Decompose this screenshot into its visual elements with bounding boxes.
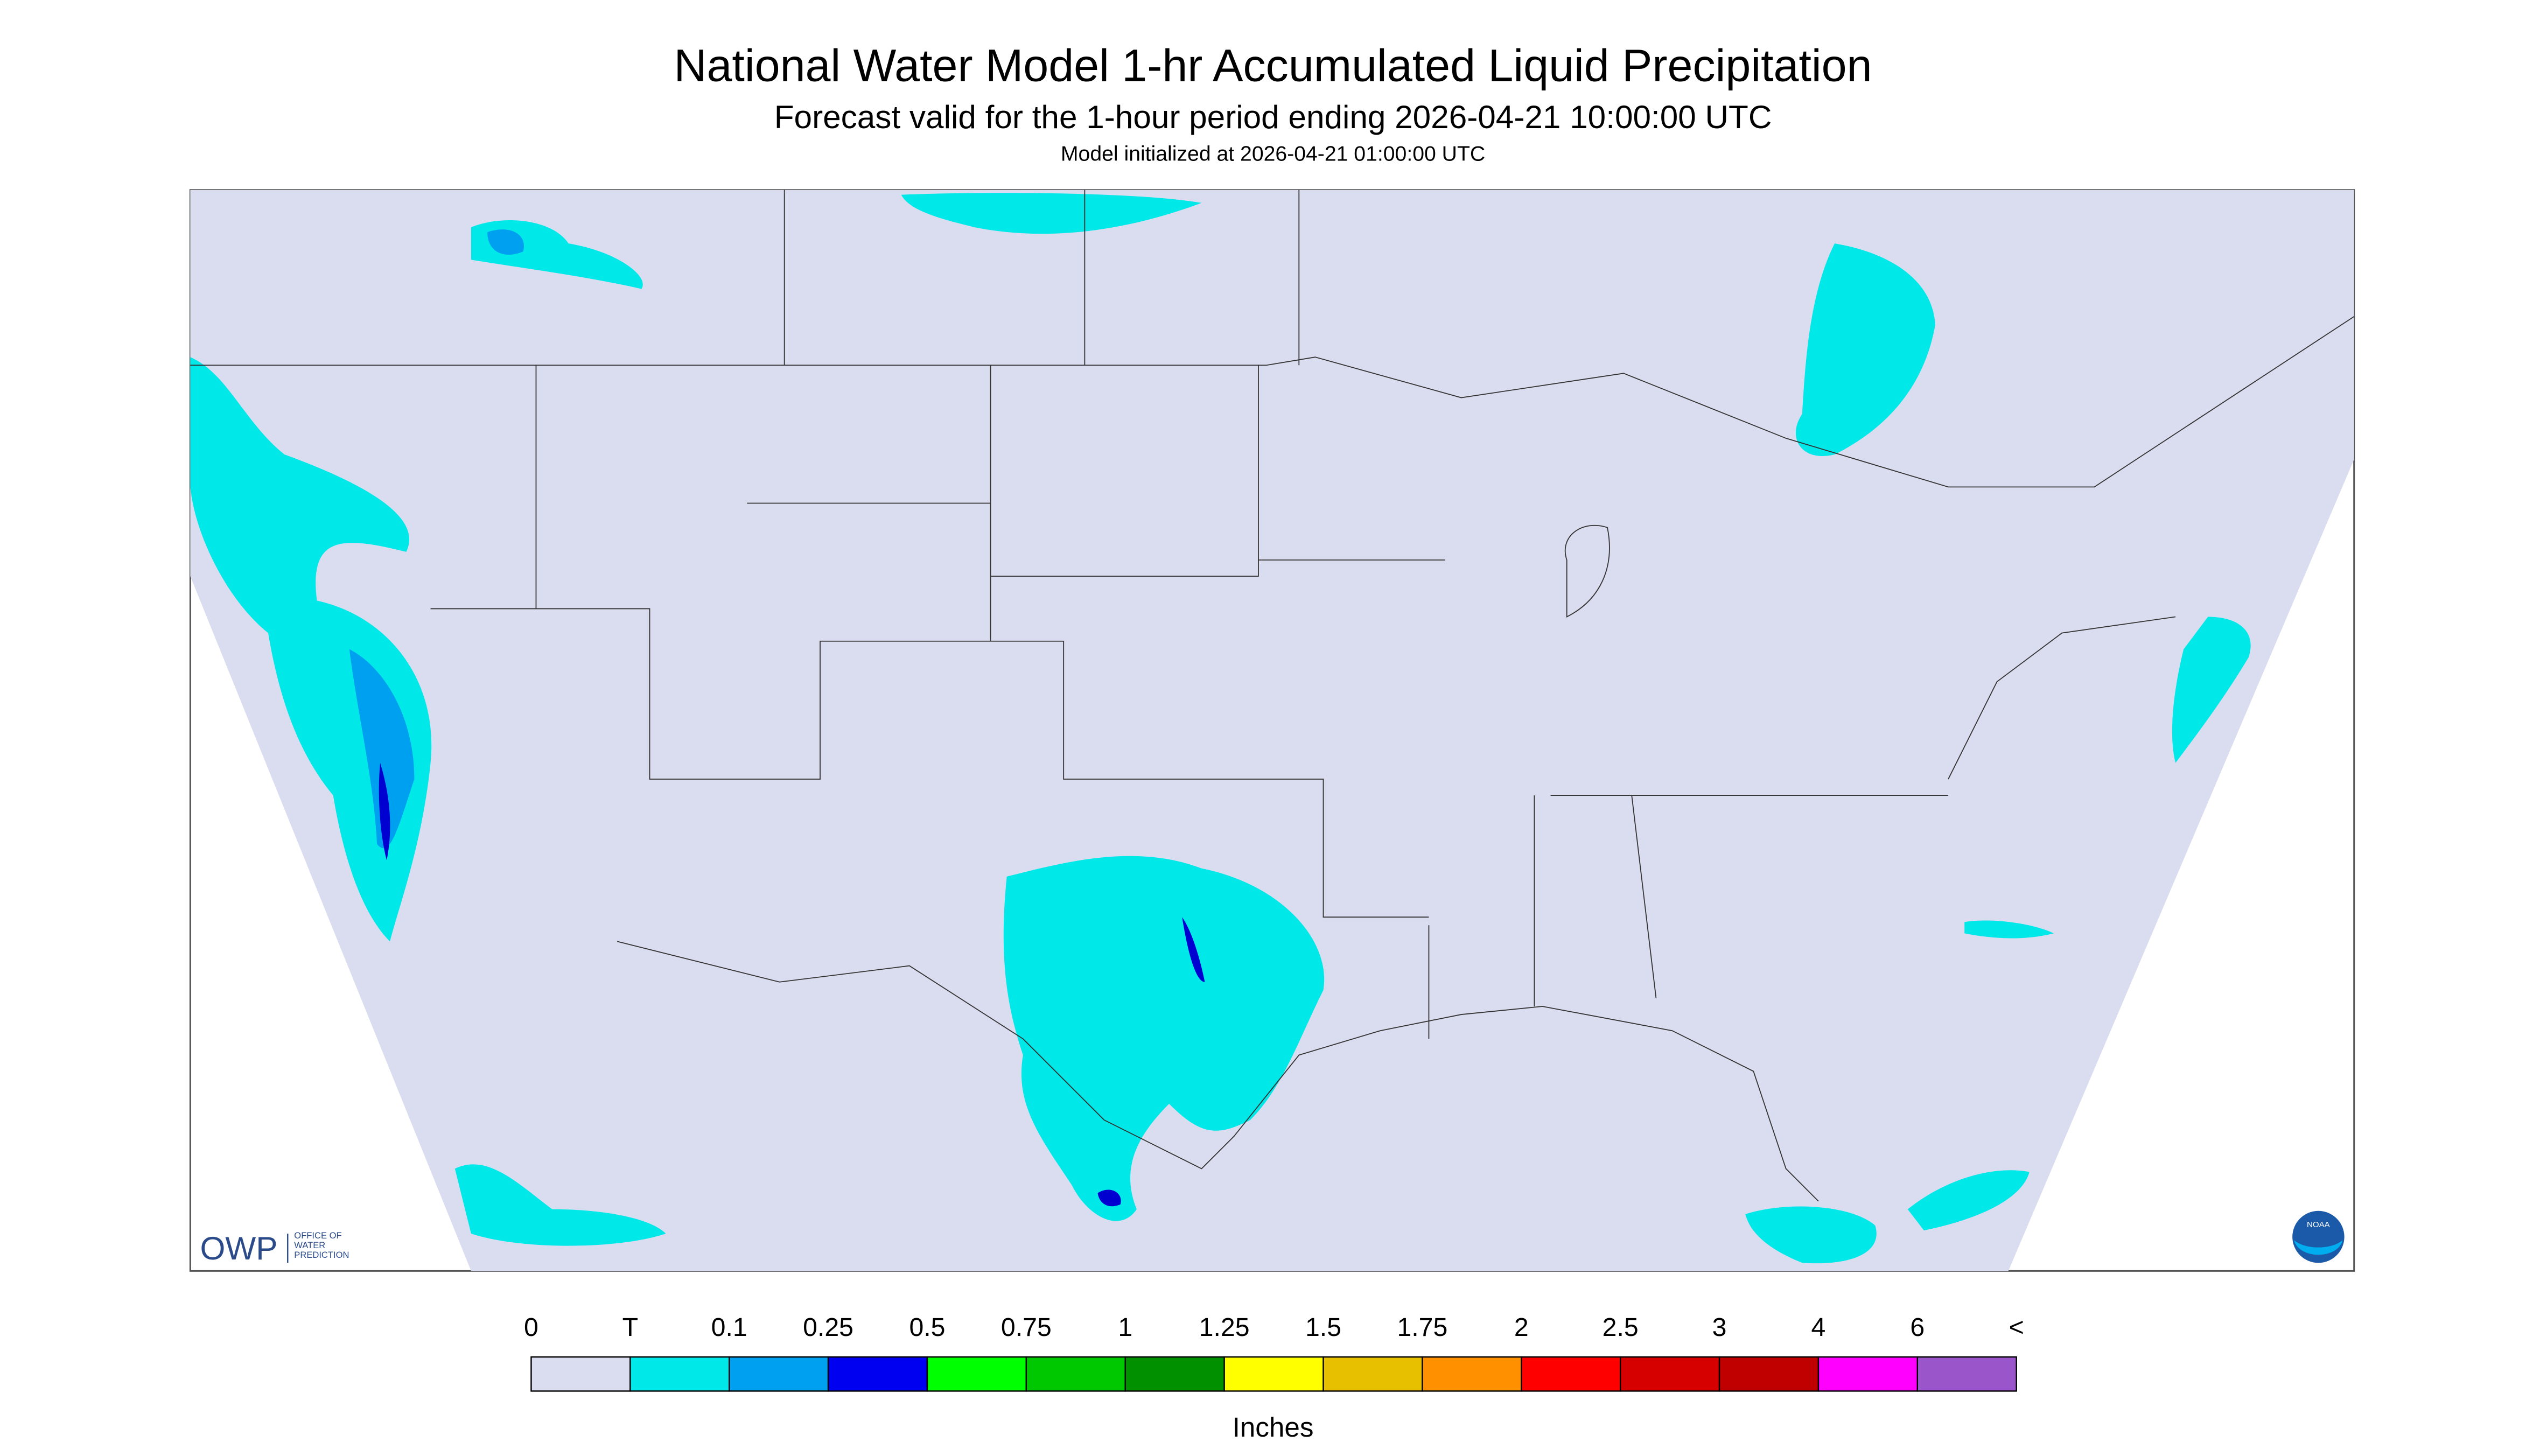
precip-area bbox=[454, 1164, 666, 1246]
subtitle: Forecast valid for the 1-hour period end… bbox=[774, 99, 1772, 135]
legend: 0 T 0.1 0.25 0.5 0.75 1 1.25 1.5 1.75 2 2.5 3 4 6 < bbox=[524, 1313, 2024, 1392]
legend-label: T bbox=[622, 1313, 638, 1342]
precip-areas bbox=[190, 193, 2251, 1264]
legend-swatch bbox=[1025, 1356, 1126, 1392]
legend-label: < bbox=[2009, 1313, 2024, 1342]
legend-label: 1 bbox=[1118, 1313, 1132, 1342]
precip-area bbox=[901, 193, 1202, 234]
precip-area bbox=[1003, 856, 1325, 1221]
legend-label: 3 bbox=[1712, 1313, 1727, 1342]
legend-label: 1.75 bbox=[1397, 1313, 1447, 1342]
owp-office: PREDICTION bbox=[294, 1250, 349, 1260]
legend-label: 0 bbox=[524, 1313, 538, 1342]
legend-label: 6 bbox=[1910, 1313, 1925, 1342]
legend-swatch bbox=[1817, 1356, 1919, 1392]
noaa-text: NOAA bbox=[2307, 1220, 2331, 1229]
precip-area bbox=[190, 357, 432, 942]
legend-label: 2.5 bbox=[1603, 1313, 1639, 1342]
legend-swatch bbox=[1619, 1356, 1720, 1392]
legend-swatch bbox=[629, 1356, 730, 1392]
legend-swatch bbox=[926, 1356, 1027, 1392]
owp-office: OFFICE OF bbox=[294, 1230, 341, 1241]
precip-area bbox=[1907, 1170, 2030, 1230]
precip-area bbox=[1964, 920, 2054, 939]
legend-label: 1.25 bbox=[1199, 1313, 1250, 1342]
legend-swatch bbox=[530, 1356, 631, 1392]
precip-area bbox=[379, 762, 390, 860]
legend-units: Inches bbox=[1233, 1412, 1314, 1443]
legend-label: 4 bbox=[1811, 1313, 1826, 1342]
legend-swatch bbox=[1223, 1356, 1324, 1392]
owp-office: WATER bbox=[294, 1240, 325, 1250]
legend-label: 0.25 bbox=[803, 1313, 853, 1342]
noaa-wave bbox=[2294, 1240, 2343, 1255]
legend-swatch bbox=[1521, 1356, 1621, 1392]
owp-logo: OWP bbox=[200, 1230, 277, 1266]
legend-swatch bbox=[1916, 1356, 2017, 1392]
border-line bbox=[535, 365, 1949, 1039]
map: OWP OFFICE OF WATER PREDICTION NOAA bbox=[189, 189, 2355, 1272]
precip-area bbox=[2172, 617, 2251, 763]
precip-area bbox=[1097, 1189, 1121, 1207]
title: National Water Model 1-hr Accumulated Li… bbox=[674, 40, 1872, 91]
noaa-logo bbox=[2292, 1210, 2345, 1263]
border-line bbox=[783, 190, 1610, 618]
legend-swatch bbox=[1422, 1356, 1522, 1392]
legend-label: 0.75 bbox=[1001, 1313, 1052, 1342]
legend-swatch bbox=[1718, 1356, 1820, 1392]
legend-label: 2 bbox=[1514, 1313, 1529, 1342]
legend-swatch bbox=[728, 1356, 829, 1392]
precip-area bbox=[487, 229, 524, 255]
precip-area bbox=[1745, 1206, 1877, 1264]
boundaries bbox=[190, 190, 2355, 1202]
init-time: Model initialized at 2026-04-21 01:00:00… bbox=[1061, 142, 1485, 165]
border-line bbox=[190, 316, 2355, 488]
precip-area bbox=[349, 649, 415, 849]
precip-area bbox=[1182, 917, 1205, 982]
legend-swatch bbox=[1323, 1356, 1423, 1392]
border-line bbox=[617, 616, 2176, 1202]
legend-label: 1.5 bbox=[1305, 1313, 1341, 1342]
legend-swatch bbox=[1124, 1356, 1225, 1392]
map-domain bbox=[190, 190, 2354, 1271]
border-line bbox=[430, 608, 1429, 918]
legend-label: 0.1 bbox=[711, 1313, 747, 1342]
legend-label: 0.5 bbox=[909, 1313, 945, 1342]
legend-swatch bbox=[827, 1356, 928, 1392]
precip-area bbox=[1795, 243, 1935, 457]
